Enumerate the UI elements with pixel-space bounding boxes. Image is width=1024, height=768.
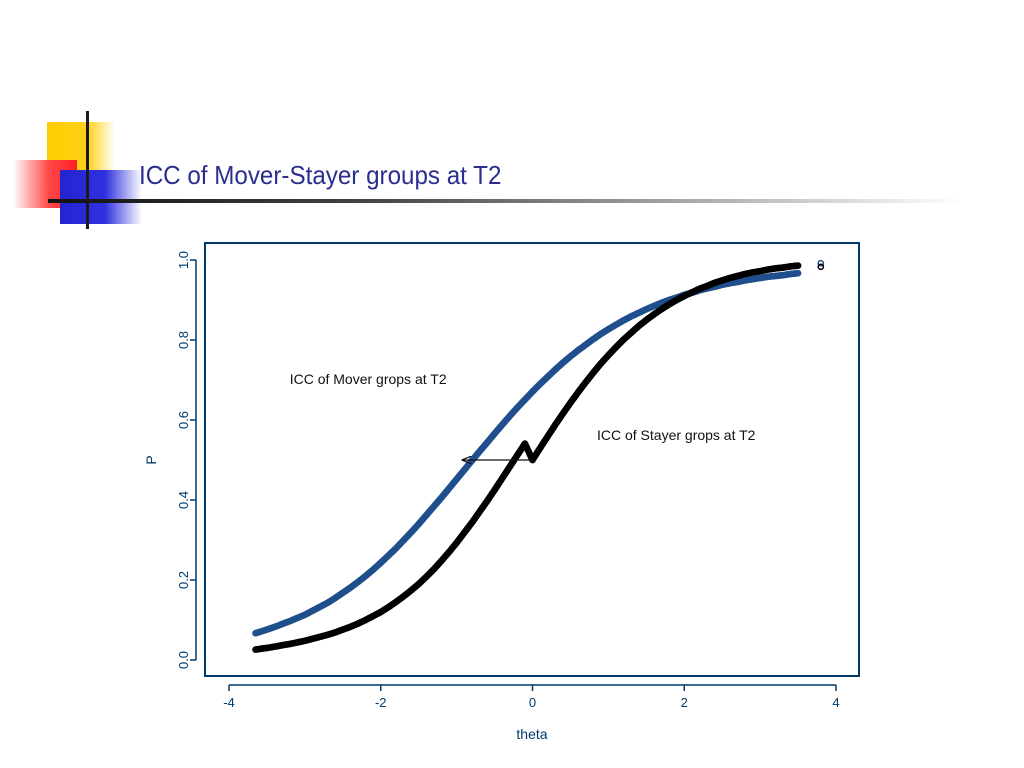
data-point xyxy=(794,262,802,269)
series-layer xyxy=(252,259,825,653)
decorative-blue-square xyxy=(60,170,142,224)
y-axis: 0.0 0.2 0.4 0.6 0.8 1.0 xyxy=(176,251,197,669)
slide-title: ICC of Mover-Stayer groups at T2 xyxy=(139,160,502,190)
x-tick-label: 0 xyxy=(529,695,536,710)
y-tick-label: 0.6 xyxy=(176,411,191,429)
title-underline xyxy=(48,199,963,203)
series-stayer xyxy=(252,262,825,653)
x-tick-label: -4 xyxy=(223,695,235,710)
plot-frame xyxy=(204,242,860,677)
x-tick-label: 2 xyxy=(681,695,688,710)
x-axis: -4 -2 0 2 4 xyxy=(223,684,840,710)
annotation-mover-label: ICC of Mover grops at T2 xyxy=(290,371,447,387)
x-tick-label: -2 xyxy=(375,695,387,710)
data-point xyxy=(817,259,825,267)
data-point xyxy=(794,269,802,277)
data-point xyxy=(817,263,825,271)
x-tick-label: 4 xyxy=(832,695,839,710)
y-tick-label: 0.8 xyxy=(176,331,191,349)
y-tick-label: 0.0 xyxy=(176,651,191,669)
y-tick-label: 0.4 xyxy=(176,491,191,509)
y-axis-title: P xyxy=(143,455,159,464)
series-mover xyxy=(252,259,825,637)
x-axis-title: theta xyxy=(516,726,547,742)
y-tick-label: 0.2 xyxy=(176,571,191,589)
annotation-layer: ICC of Mover grops at T2 ICC of Stayer gr… xyxy=(290,371,756,460)
decorative-vertical-line xyxy=(86,111,89,229)
y-tick-label: 1.0 xyxy=(176,251,191,269)
annotation-stayer-label: ICC of Stayer grops at T2 xyxy=(597,427,756,443)
